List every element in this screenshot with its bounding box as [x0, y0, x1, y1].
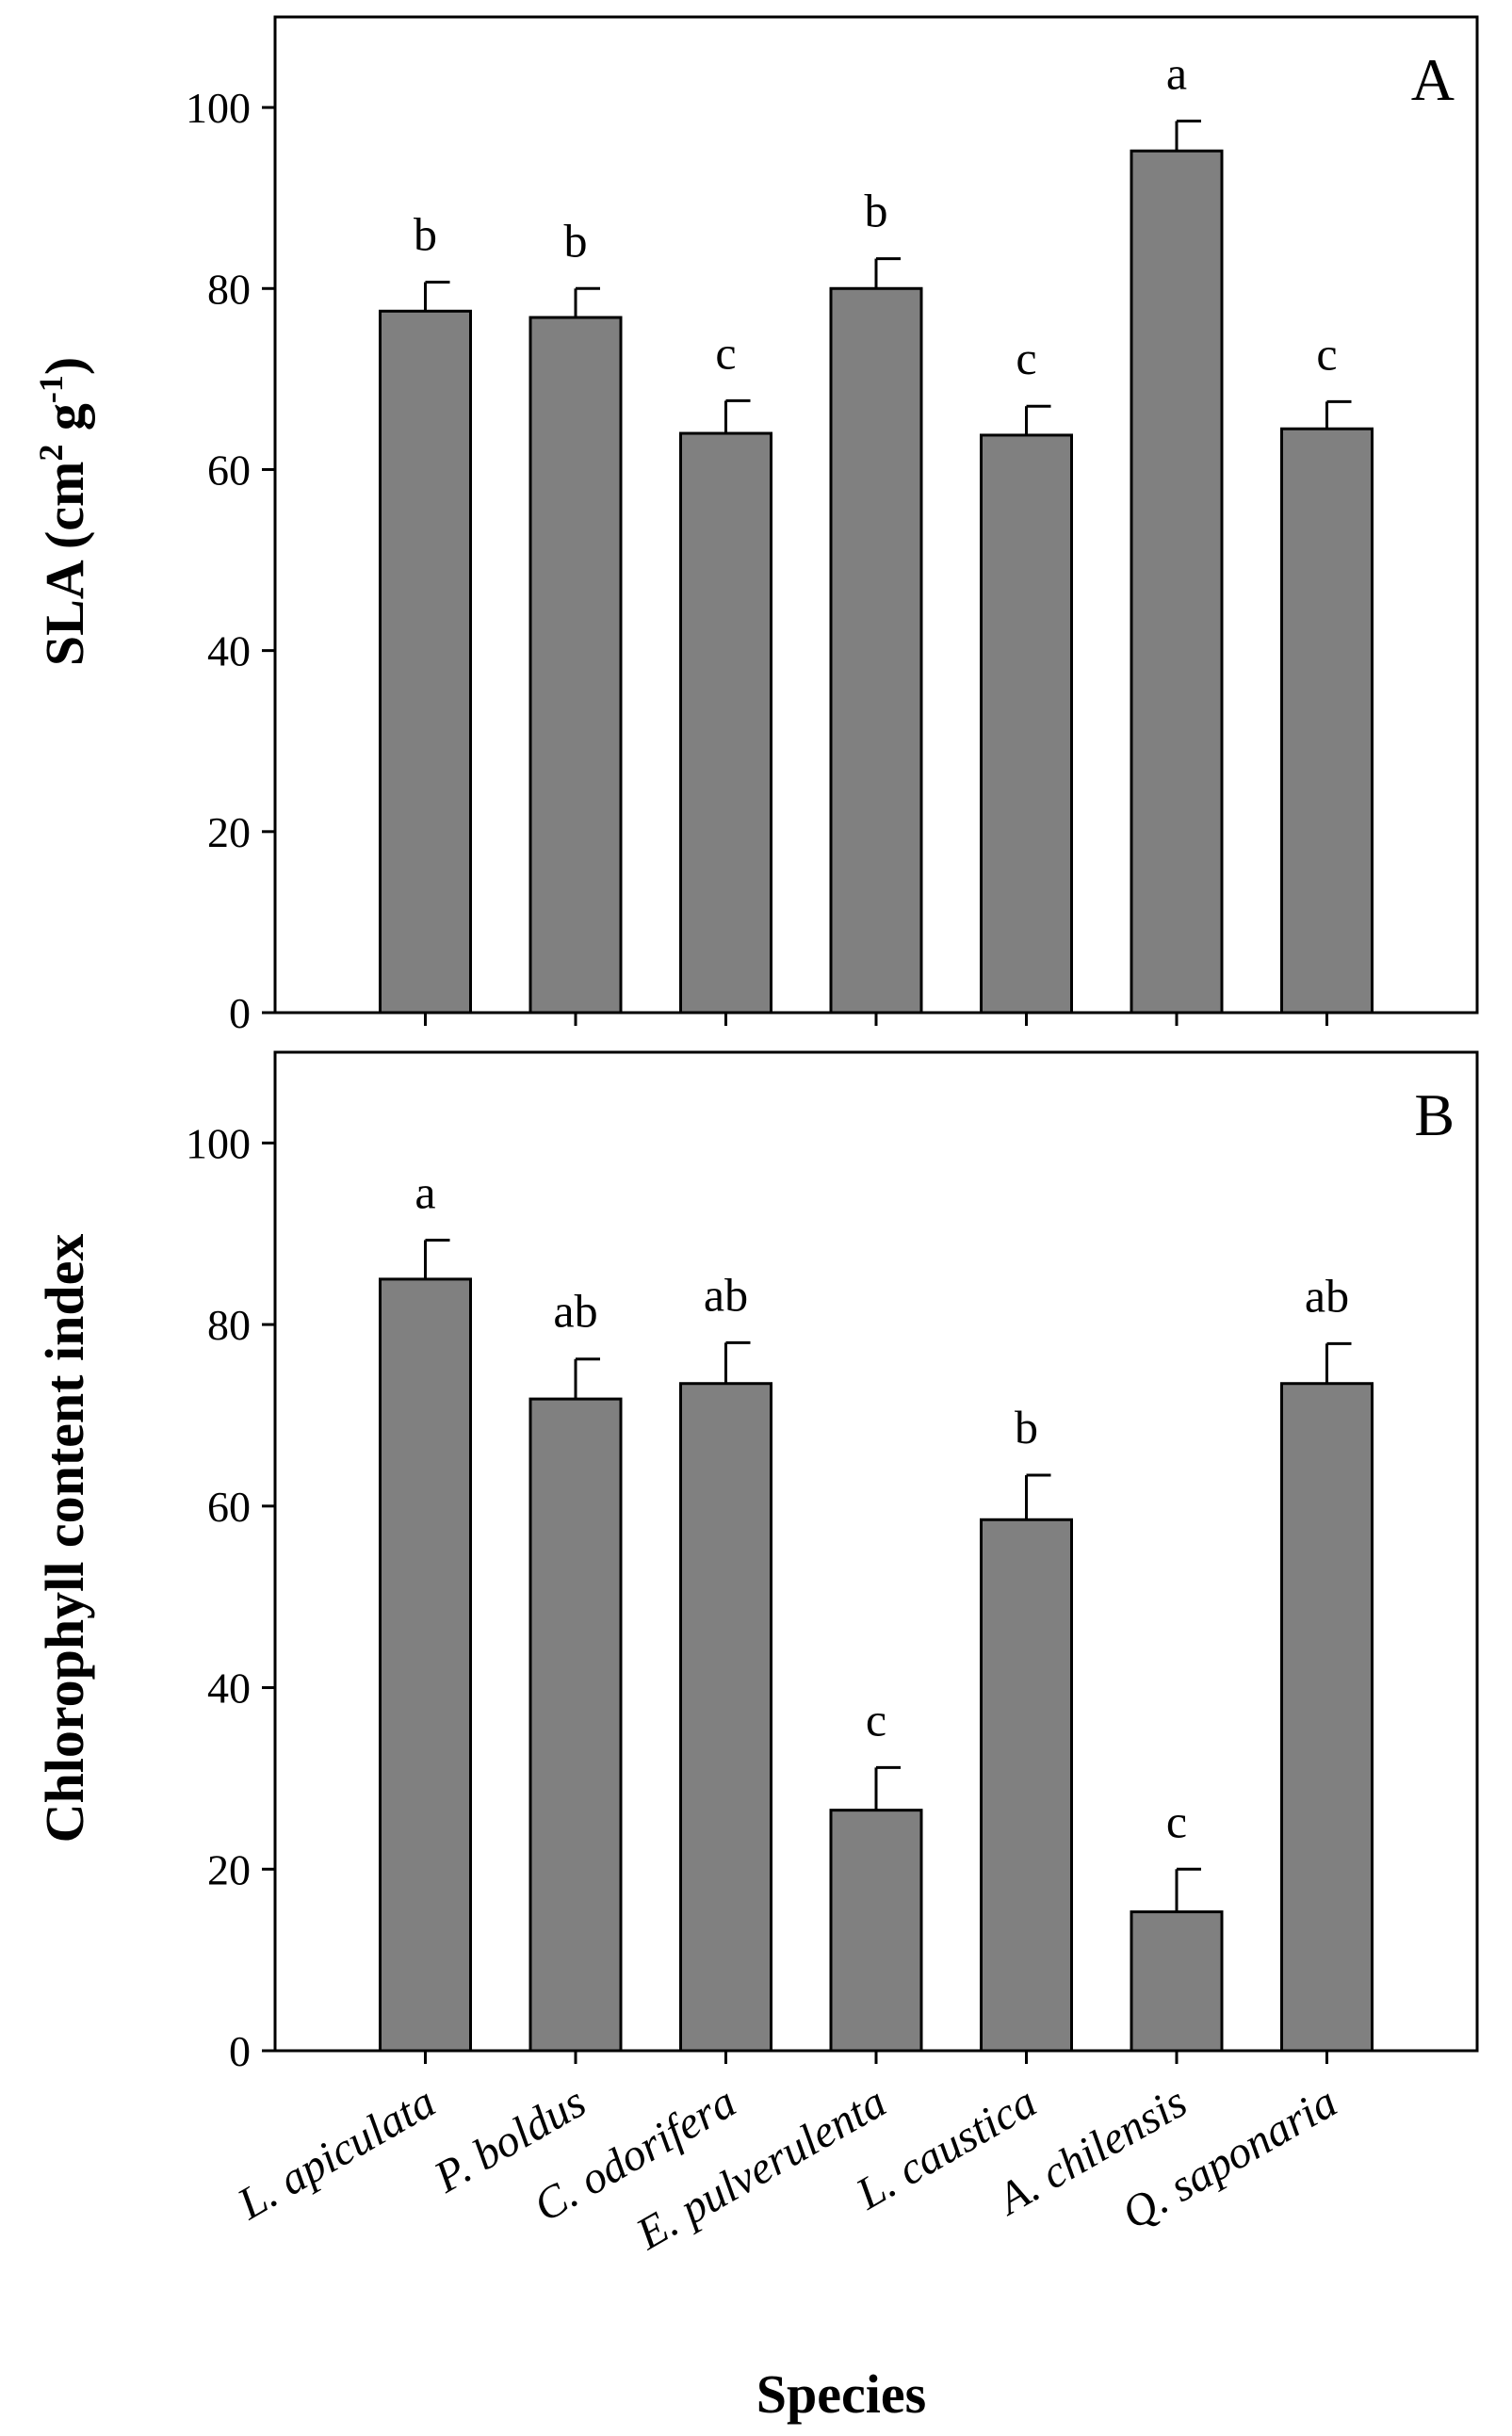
- significance-label: ab: [1305, 1269, 1349, 1322]
- significance-label: ab: [704, 1268, 748, 1321]
- y-tick-label: 0: [229, 2027, 251, 2075]
- y-tick-label: 100: [186, 84, 251, 132]
- y-axis-title-sla-end: ): [34, 357, 95, 375]
- bar: [829, 1809, 923, 2053]
- y-tick-label: 40: [207, 627, 251, 675]
- x-axis-title: Species: [756, 2363, 926, 2425]
- y-tick-label: 40: [207, 1665, 251, 1713]
- bar: [379, 309, 472, 1015]
- significance-label: c: [715, 326, 736, 379]
- bar: [679, 431, 772, 1015]
- y-axis-title-chlorophyll: Chlorophyll content index: [34, 1234, 95, 1843]
- bar: [1280, 427, 1374, 1015]
- y-tick-label: 20: [207, 1845, 251, 1893]
- category-label: L. apiculata: [229, 2077, 444, 2230]
- y-tick-label: 20: [207, 808, 251, 856]
- bar: [379, 1277, 472, 2053]
- significance-label: b: [414, 208, 437, 261]
- panel-label: B: [1414, 1081, 1455, 1148]
- y-tick-label: 100: [186, 1119, 251, 1167]
- bar: [528, 1397, 623, 2053]
- category-label: E. pulverulenta: [627, 2077, 895, 2260]
- bar: [679, 1382, 772, 2053]
- y-axis-title-sla-sup1: 2: [32, 445, 70, 462]
- significance-label: b: [865, 185, 888, 237]
- significance-label: b: [564, 214, 588, 267]
- significance-label: b: [1015, 1401, 1038, 1453]
- significance-label: c: [1166, 1795, 1187, 1847]
- y-axis-title-sla-sup2: -1: [32, 375, 70, 403]
- significance-label: c: [866, 1693, 886, 1746]
- bar: [980, 433, 1073, 1015]
- y-axis-title-sla-mid: g: [34, 403, 95, 445]
- y-tick-label: 80: [207, 1301, 251, 1349]
- bar: [980, 1518, 1073, 2053]
- bar: [528, 316, 623, 1015]
- significance-label: a: [415, 1165, 435, 1218]
- y-tick-label: 80: [207, 265, 251, 313]
- bar: [829, 286, 923, 1015]
- significance-label: c: [1316, 327, 1337, 380]
- y-axis-title-sla-text: SLA (cm: [34, 462, 95, 667]
- y-tick-label: 0: [229, 989, 251, 1037]
- significance-label: a: [1166, 47, 1187, 100]
- y-tick-label: 60: [207, 1483, 251, 1531]
- bar: [1130, 1910, 1224, 2053]
- panel-a: 0 20 40 60 80 100 b b c b c a c A: [186, 15, 1479, 1037]
- bar: [1130, 149, 1224, 1015]
- y-tick-label: 60: [207, 446, 251, 494]
- bar: [1280, 1382, 1374, 2053]
- significance-label: c: [1016, 332, 1036, 384]
- significance-label: ab: [553, 1285, 597, 1338]
- y-axis-title-sla: SLA (cm2 g-1): [32, 357, 95, 666]
- panel-label: A: [1411, 46, 1455, 113]
